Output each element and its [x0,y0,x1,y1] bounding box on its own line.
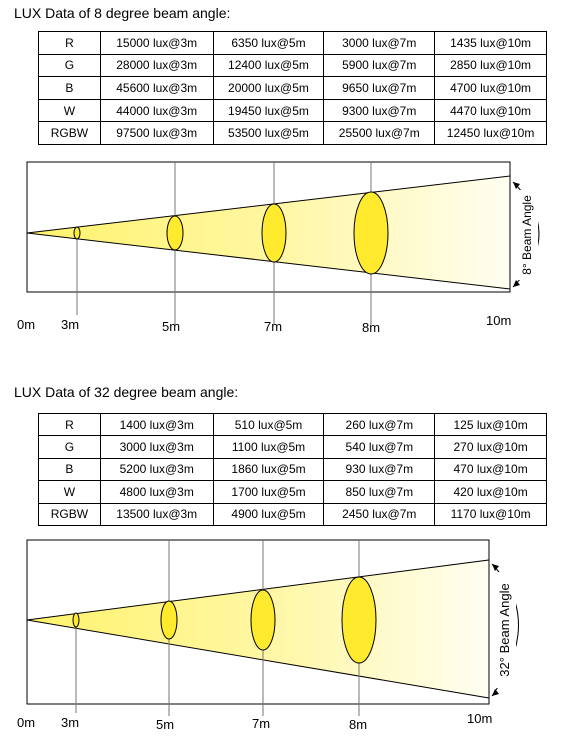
beam-angle-label: 32° Beam Angle [497,583,512,676]
table-row: W 44000 lux@3m 19450 lux@5m 9300 lux@7m 4470… [38,98,547,123]
lux-cell: 28000 lux@3m [99,53,214,78]
spot-ellipse-8m [353,191,389,275]
dist-label-7m: 7m [252,716,271,731]
lux-cell: 53500 lux@5m [212,121,325,145]
lux-cell: 12400 lux@5m [212,53,325,78]
dist-label-5m: 5m [156,717,175,732]
table-row: R 1400 lux@3m 510 lux@5m 260 lux@7m 125 lux@… [38,412,547,437]
dist-label-0m: 0m [17,317,36,332]
channel-cell: G [38,435,101,459]
lux-cell: 260 lux@7m [323,412,436,437]
lux-cell: 4700 lux@10m [434,76,547,100]
lux-cell: 19450 lux@5m [212,98,325,123]
table-row: RGBW 97500 lux@3m 53500 lux@5m 25500 lux@7m… [38,121,547,145]
beam-angle-label: 8° Beam Angle [520,195,534,275]
channel-cell: RGBW [38,121,101,145]
channel-cell: G [38,53,101,78]
lux-cell: 5900 lux@7m [323,53,436,78]
lux-cell: 45600 lux@3m [99,76,214,100]
lux-cell: 3000 lux@7m [323,31,436,55]
channel-cell: B [38,457,101,482]
section-1-title: LUX Data of 8 degree beam angle: [14,5,231,21]
channel-cell: RGBW [38,502,101,527]
lux-cell: 420 lux@10m [434,480,547,504]
spot-ellipse-8m [341,576,377,664]
spot-ellipse-7m [261,203,287,263]
lux-cell: 3000 lux@3m [99,435,214,459]
lux-cell: 4800 lux@3m [99,480,214,504]
channel-cell: W [38,98,101,123]
lux-cell: 5200 lux@3m [99,457,214,482]
lux-cell: 9650 lux@7m [323,76,436,100]
table-row: G 3000 lux@3m 1100 lux@5m 540 lux@7m 270 lux… [38,435,547,459]
dist-label-8m: 8m [362,320,381,335]
spot-ellipse-5m [160,600,178,640]
lux-cell: 1700 lux@5m [212,480,325,504]
table-row: G 28000 lux@3m 12400 lux@5m 5900 lux@7m 2850… [38,53,547,78]
arc-arrow-bottom [492,689,499,696]
spot-ellipse-3m [73,226,81,240]
table-row: B 45600 lux@3m 20000 lux@5m 9650 lux@7m 4700… [38,76,547,100]
section-2-title: LUX Data of 32 degree beam angle: [14,384,239,400]
lux-cell: 20000 lux@5m [212,76,325,100]
arc-arrow-top [492,564,499,571]
lux-cell: 470 lux@10m [434,457,547,482]
channel-cell: W [38,480,101,504]
dist-label-10m: 10m [486,313,512,328]
lux-cell: 25500 lux@7m [323,121,436,145]
channel-cell: B [38,76,101,100]
lux-cell: 1860 lux@5m [212,457,325,482]
dist-label-10m: 10m [467,711,493,726]
lux-cell: 2450 lux@7m [323,502,436,527]
lux-cell: 12450 lux@10m [434,121,547,145]
lux-cell: 4470 lux@10m [434,98,547,123]
table-row: R 15000 lux@3m 6350 lux@5m 3000 lux@7m 1435 … [38,31,547,55]
lux-cell: 510 lux@5m [212,412,325,437]
dist-label-0m: 0m [17,715,36,730]
lux-cell: 1100 lux@5m [212,435,325,459]
beam-diagram-32deg: 32° Beam Angle [26,539,519,716]
lux-cell: 15000 lux@3m [99,31,214,55]
dist-label-8m: 8m [349,717,368,732]
table-row: B 5200 lux@3m 1860 lux@5m 930 lux@7m 470 lux… [38,457,547,482]
dist-label-5m: 5m [162,319,181,334]
spot-ellipse-5m [166,215,184,251]
dist-label-7m: 7m [264,319,283,334]
spot-ellipse-3m [72,612,80,628]
lux-cell: 97500 lux@3m [99,121,214,145]
table-row: RGBW 13500 lux@3m 4900 lux@5m 2450 lux@7m 11… [38,502,547,527]
lux-cell: 13500 lux@3m [99,502,214,527]
beam-diagram-8deg: 8° Beam Angle [26,161,540,325]
lux-cell: 850 lux@7m [323,480,436,504]
lux-cell: 1400 lux@3m [99,412,214,437]
lux-cell: 270 lux@10m [434,435,547,459]
channel-cell: R [38,31,101,55]
arc-arrow-top [513,182,520,189]
arc-arrow-bottom [513,280,520,287]
lux-cell: 4900 lux@5m [212,502,325,527]
channel-cell: R [38,412,101,437]
lux-table-8deg: R 15000 lux@3m 6350 lux@5m 3000 lux@7m 1435 … [38,31,547,145]
dist-label-3m: 3m [61,317,80,332]
lux-cell: 125 lux@10m [434,412,547,437]
lux-cell: 540 lux@7m [323,435,436,459]
lux-cell: 930 lux@7m [323,457,436,482]
lux-cell: 1170 lux@10m [434,502,547,527]
spot-ellipse-7m [250,589,276,651]
lux-table-32deg: R 1400 lux@3m 510 lux@5m 260 lux@7m 125 lux@… [38,412,547,527]
lux-cell: 6350 lux@5m [212,31,325,55]
lux-cell: 44000 lux@3m [99,98,214,123]
lux-cell: 9300 lux@7m [323,98,436,123]
lux-cell: 2850 lux@10m [434,53,547,78]
table-row: W 4800 lux@3m 1700 lux@5m 850 lux@7m 420 lux… [38,480,547,504]
dist-label-3m: 3m [61,715,80,730]
lux-cell: 1435 lux@10m [434,31,547,55]
